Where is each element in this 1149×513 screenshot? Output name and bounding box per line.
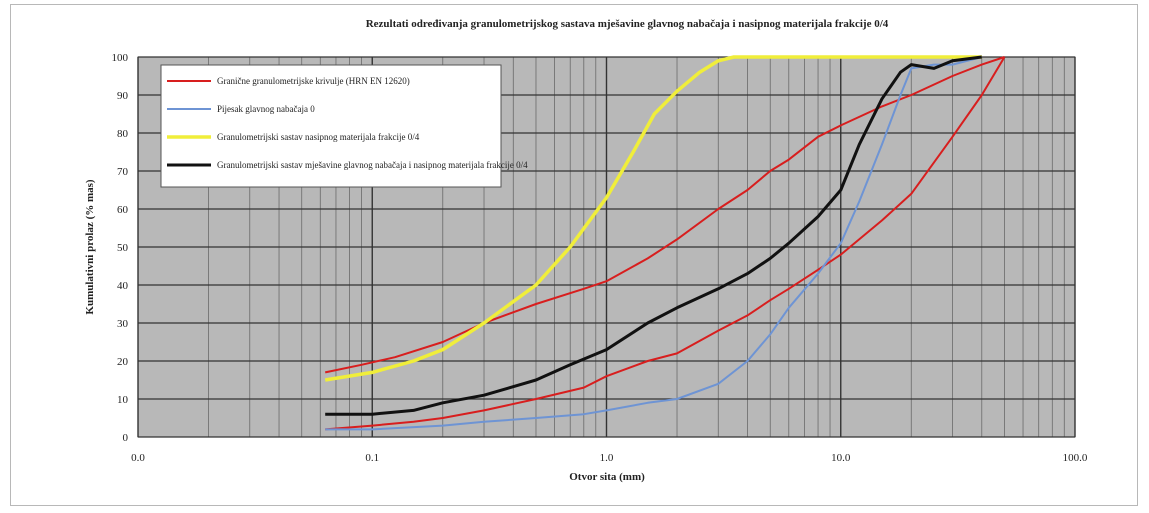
series-line-5 <box>325 55 982 416</box>
y-tick-label: 50 <box>117 242 129 254</box>
x-tick-label: 0.0 <box>131 452 145 464</box>
y-tick-label: 10 <box>117 394 129 406</box>
legend-label: Granulometrijski sastav mješavine glavno… <box>217 160 528 170</box>
y-tick-label: 70 <box>117 166 129 178</box>
chart-svg: Rezultati određivanja granulometrijskog … <box>84 18 1088 483</box>
chart-frame: Rezultati određivanja granulometrijskog … <box>10 4 1138 506</box>
y-tick-label: 100 <box>112 52 129 64</box>
x-tick-label: 100.0 <box>1063 452 1088 464</box>
series-line-3 <box>325 56 983 431</box>
x-tick-label: 10.0 <box>831 452 851 464</box>
chart-title: Rezultati određivanja granulometrijskog … <box>366 18 889 30</box>
x-axis-label: Otvor sita (mm) <box>569 471 645 483</box>
y-tick-label: 90 <box>117 90 129 102</box>
y-tick-label: 60 <box>117 204 129 216</box>
x-tick-label: 1.0 <box>600 452 614 464</box>
series-group <box>324 55 1006 431</box>
legend: Granične granulometrijske krivulje (HRN … <box>160 64 528 188</box>
legend-box <box>160 64 502 188</box>
series-line-2 <box>325 56 1006 431</box>
y-tick-label: 80 <box>117 128 129 140</box>
tick-labels: 0.0 0.1 1.0 10.0 100.0 0 10 20 30 40 50 60 70 80 90 100 <box>112 52 1088 464</box>
y-tick-label: 40 <box>117 280 129 292</box>
y-tick-label: 0 <box>123 432 129 444</box>
series-line-1 <box>324 56 1005 374</box>
y-tick-label: 30 <box>117 318 129 330</box>
legend-label: Granične granulometrijske krivulje (HRN … <box>217 76 410 86</box>
x-tick-label: 0.1 <box>365 452 379 464</box>
series-line-4 <box>324 55 982 382</box>
y-tick-label: 20 <box>117 356 129 368</box>
legend-label: Pijesak glavnog nabačaja 0 <box>217 104 315 114</box>
legend-label: Granulometrijski sastav nasipnog materij… <box>217 132 420 142</box>
y-axis-label: Kumulativni prolaz (% mas) <box>84 179 96 315</box>
